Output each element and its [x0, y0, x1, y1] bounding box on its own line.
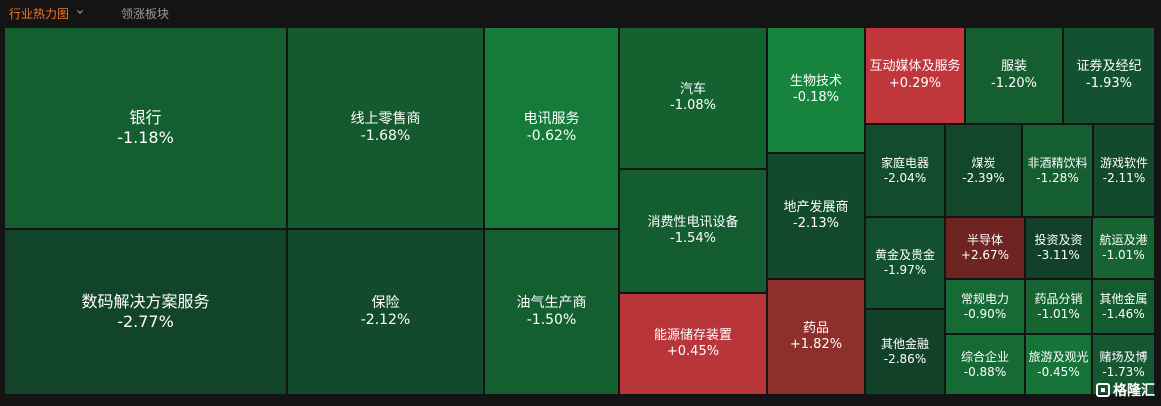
tile-name: 赌场及博	[1099, 349, 1148, 364]
tile-change-value: -2.12%	[360, 312, 411, 328]
treemap-tile[interactable]: 线上零售商 -1.68%	[288, 28, 485, 230]
tile-name: 服装	[1000, 59, 1027, 75]
treemap-tile[interactable]: 服装 -1.20%	[966, 28, 1064, 125]
tile-name: 电讯服务	[523, 110, 580, 127]
tile-change-value: -0.45%	[1037, 364, 1080, 379]
treemap-tile[interactable]: 证券及经纪 -1.93%	[1064, 28, 1156, 125]
watermark-logo: 格隆汇	[1096, 380, 1155, 400]
treemap-tile[interactable]: 互动媒体及服务 +0.29%	[866, 28, 966, 125]
treemap-tile[interactable]: 药品分销 -1.01%	[1026, 280, 1093, 335]
treemap-tile[interactable]: 能源储存装置 +0.45%	[620, 294, 768, 396]
industry-treemap: 银行 -1.18% 数码解决方案服务 -2.77% 线上零售商 -1.68% 保险 -2.12…	[5, 28, 1156, 396]
tile-change-value: -1.93%	[1086, 75, 1132, 91]
tile-change-value: -0.88%	[963, 364, 1007, 379]
treemap-tile[interactable]: 油气生产商 -1.50%	[485, 230, 620, 396]
top-bar: 行业热力图 领涨板块	[0, 0, 1161, 28]
tile-change-value: -2.04%	[883, 170, 927, 185]
tile-change-value: -1.50%	[526, 312, 577, 328]
tile-change-value: -1.73%	[1102, 364, 1145, 379]
tile-name: 药品	[802, 320, 829, 336]
tile-name: 游戏软件	[1099, 155, 1148, 170]
tile-name: 非酒精饮料	[1027, 155, 1088, 170]
tile-name: 旅游及观光	[1028, 349, 1089, 364]
tile-change-value: +2.67%	[960, 248, 1010, 262]
tile-name: 航运及港	[1099, 233, 1148, 247]
tile-name: 药品分销	[1034, 291, 1083, 306]
tile-change-value: -2.11%	[1102, 170, 1146, 185]
tile-change-value: -1.20%	[991, 75, 1037, 91]
treemap-tile[interactable]: 生物技术 -0.18%	[768, 28, 866, 154]
tab-industry-heatmap[interactable]: 行业热力图	[9, 7, 70, 21]
treemap-tile[interactable]: 黄金及贵金 -1.97%	[866, 218, 946, 310]
tile-change-value: -2.13%	[793, 216, 839, 231]
tile-change-value: -1.46%	[1102, 306, 1145, 321]
tile-change-value: -1.68%	[360, 128, 411, 144]
tile-name: 家庭电器	[880, 155, 929, 170]
watermark-text: 格隆汇	[1113, 383, 1155, 399]
tile-change-value: -2.86%	[883, 352, 927, 366]
treemap-tile[interactable]: 保险 -2.12%	[288, 230, 485, 396]
tile-name: 能源储存装置	[653, 327, 732, 343]
tile-change-value: -0.62%	[526, 128, 577, 144]
treemap-tile[interactable]: 游戏软件 -2.11%	[1094, 125, 1156, 218]
tile-name: 保险	[371, 294, 400, 311]
treemap-tile[interactable]: 半导体 +2.67%	[946, 218, 1026, 280]
tile-change-value: +1.82%	[789, 337, 843, 352]
tile-name: 数码解决方案服务	[81, 292, 210, 311]
treemap-tile[interactable]: 综合企业 -0.88%	[946, 335, 1026, 396]
tile-name: 投资及资	[1034, 233, 1083, 247]
tile-change-value: -1.08%	[670, 98, 716, 113]
tile-change-value: -1.01%	[1102, 248, 1145, 262]
tile-name: 证券及经纪	[1076, 59, 1142, 75]
tile-change-value: -1.54%	[670, 231, 716, 246]
logo-icon	[1096, 383, 1110, 397]
tile-change-value: -0.90%	[963, 306, 1007, 321]
tile-name: 汽车	[679, 81, 706, 97]
tile-name: 煤炭	[971, 155, 996, 170]
treemap-tile[interactable]: 汽车 -1.08%	[620, 28, 768, 170]
tile-change-value: -1.97%	[883, 263, 927, 277]
treemap-tile[interactable]: 电讯服务 -0.62%	[485, 28, 620, 230]
treemap-tile[interactable]: 地产发展商 -2.13%	[768, 154, 866, 280]
tile-name: 互动媒体及服务	[869, 59, 961, 75]
tile-name: 常规电力	[960, 291, 1009, 306]
tile-name: 生物技术	[789, 73, 842, 89]
tile-change-value: -0.18%	[793, 90, 839, 105]
tile-change-value: -3.11%	[1037, 248, 1080, 262]
tile-name: 半导体	[966, 233, 1003, 247]
treemap-tile[interactable]: 煤炭 -2.39%	[946, 125, 1023, 218]
tile-name: 地产发展商	[783, 199, 849, 215]
tab-leading-sectors[interactable]: 领涨板块	[121, 7, 170, 21]
tile-change-value: -1.01%	[1037, 306, 1080, 321]
tile-name: 油气生产商	[516, 294, 587, 311]
tile-name: 消费性电讯设备	[647, 214, 739, 230]
treemap-tile[interactable]: 赌场及博 -1.73%	[1093, 335, 1156, 396]
treemap-tile[interactable]: 数码解决方案服务 -2.77%	[5, 230, 288, 396]
treemap-tile[interactable]: 旅游及观光 -0.45%	[1026, 335, 1093, 396]
tile-name: 其他金融	[880, 337, 929, 351]
treemap-tile[interactable]: 银行 -1.18%	[5, 28, 288, 230]
tile-name: 银行	[129, 108, 162, 127]
treemap-tile[interactable]: 非酒精饮料 -1.28%	[1023, 125, 1094, 218]
tile-name: 黄金及贵金	[874, 248, 935, 262]
treemap-tile[interactable]: 消费性电讯设备 -1.54%	[620, 170, 768, 294]
tile-change-value: -2.39%	[962, 170, 1005, 185]
treemap-tile[interactable]: 其他金属 -1.46%	[1093, 280, 1156, 335]
tile-change-value: -2.77%	[117, 312, 174, 331]
tile-name: 线上零售商	[350, 110, 421, 127]
treemap-tile[interactable]: 航运及港 -1.01%	[1093, 218, 1156, 280]
treemap-tile[interactable]: 投资及资 -3.11%	[1026, 218, 1093, 280]
tile-change-value: +0.29%	[888, 75, 942, 91]
tile-name: 其他金属	[1099, 291, 1148, 306]
treemap-tile[interactable]: 家庭电器 -2.04%	[866, 125, 946, 218]
tile-name: 综合企业	[960, 349, 1009, 364]
treemap-tile[interactable]: 其他金融 -2.86%	[866, 310, 946, 396]
treemap-tile[interactable]: 药品 +1.82%	[768, 280, 866, 396]
tile-change-value: -1.28%	[1036, 170, 1079, 185]
chevron-down-icon[interactable]	[77, 9, 83, 15]
treemap-tile[interactable]: 常规电力 -0.90%	[946, 280, 1026, 335]
tile-change-value: -1.18%	[117, 128, 174, 147]
tile-change-value: +0.45%	[666, 344, 720, 359]
